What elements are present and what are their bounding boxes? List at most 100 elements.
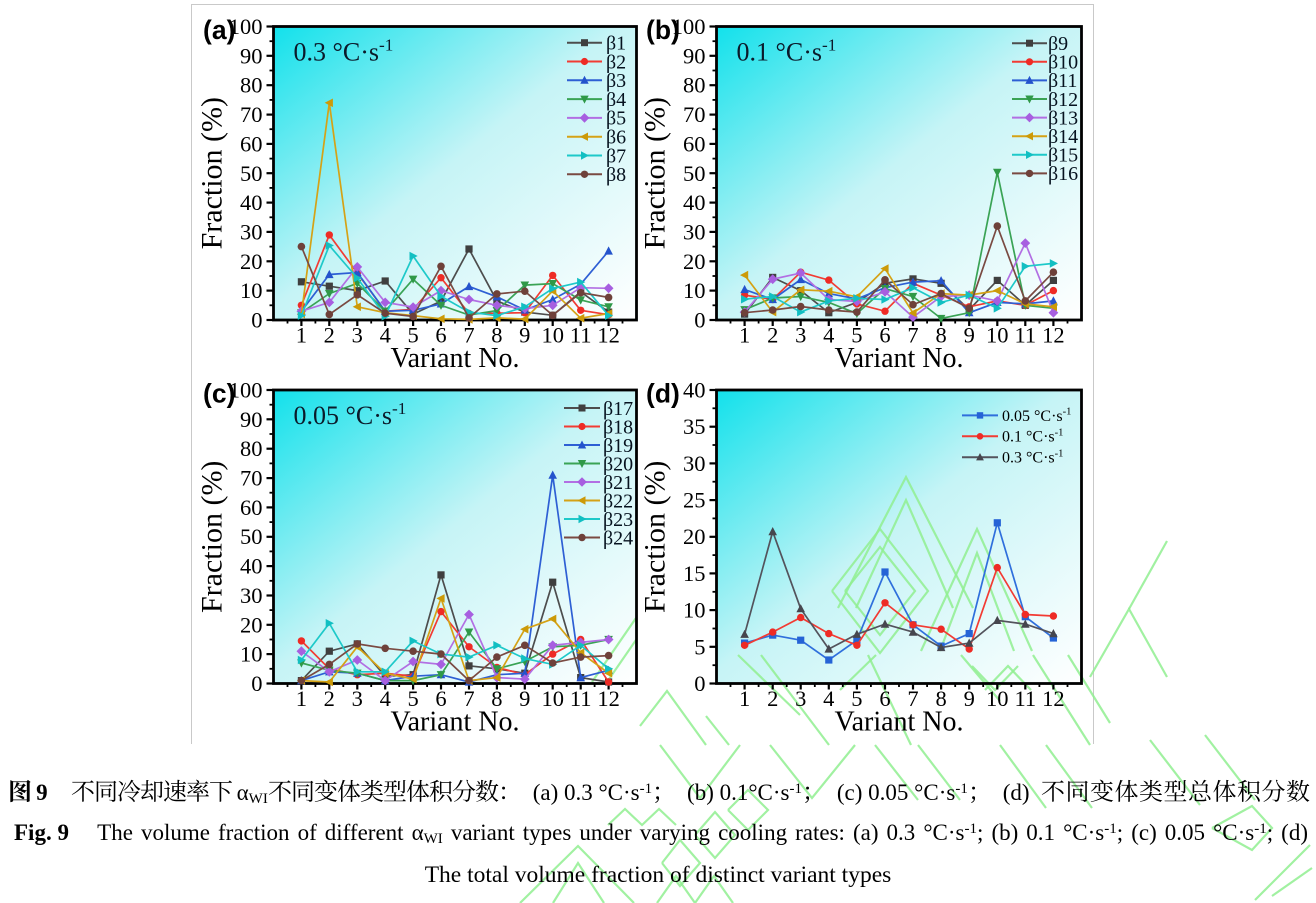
svg-text:β22: β22 [603,490,633,512]
svg-text:20: 20 [240,612,263,637]
svg-text:0.1 °C·s-1: 0.1 °C·s-1 [1002,428,1063,446]
svg-text:10: 10 [986,686,1009,711]
svg-text:30: 30 [240,583,263,608]
svg-text:β16: β16 [1048,163,1078,185]
svg-text:10: 10 [541,686,564,711]
svg-text:β21: β21 [603,472,633,494]
svg-text:10: 10 [683,278,706,303]
svg-text:0.3 °C·s-1: 0.3 °C·s-1 [294,36,394,67]
svg-text:3: 3 [795,686,806,711]
svg-text:0.3 °C·s-1: 0.3 °C·s-1 [1002,449,1063,467]
svg-text:5: 5 [694,634,705,659]
svg-text:0: 0 [251,308,262,333]
svg-text:2: 2 [324,686,335,711]
svg-text:80: 80 [240,436,263,461]
svg-text:70: 70 [240,102,263,127]
svg-text:30: 30 [240,219,263,244]
svg-text:1: 1 [296,323,307,348]
svg-text:3: 3 [352,686,363,711]
svg-text:100: 100 [229,14,263,39]
svg-text:7: 7 [907,686,918,711]
svg-text:100: 100 [672,14,706,39]
svg-text:60: 60 [240,131,263,156]
svg-text:10: 10 [240,642,263,667]
svg-text:1: 1 [739,686,750,711]
svg-text:β24: β24 [603,527,633,549]
svg-text:40: 40 [240,190,263,215]
svg-text:12: 12 [1042,686,1065,711]
svg-text:7: 7 [463,323,474,348]
svg-text:60: 60 [240,495,263,520]
svg-text:2: 2 [767,686,778,711]
svg-text:0.05 °C·s-1: 0.05 °C·s-1 [1002,407,1071,425]
svg-text:2: 2 [767,323,778,348]
svg-text:β10: β10 [1048,52,1078,74]
svg-text:(a): (a) [203,15,235,45]
svg-text:β18: β18 [603,416,633,438]
svg-text:5: 5 [407,686,418,711]
svg-text:40: 40 [240,554,263,579]
svg-text:β6: β6 [606,127,626,149]
svg-text:20: 20 [240,249,263,274]
svg-text:β9: β9 [1048,33,1068,55]
svg-text:30: 30 [683,219,706,244]
svg-text:(d): (d) [646,379,680,409]
svg-text:11: 11 [1014,323,1036,348]
svg-text:6: 6 [879,686,890,711]
svg-text:6: 6 [435,323,446,348]
svg-text:β1: β1 [606,33,626,55]
svg-text:4: 4 [823,686,834,711]
svg-text:11: 11 [570,686,592,711]
svg-text:6: 6 [879,323,890,348]
svg-text:9: 9 [964,686,975,711]
svg-text:10: 10 [986,323,1009,348]
svg-text:20: 20 [683,249,706,274]
svg-text:β5: β5 [606,108,626,130]
svg-text:9: 9 [519,686,530,711]
svg-text:80: 80 [240,73,263,98]
svg-text:4: 4 [380,323,391,348]
svg-text:7: 7 [463,686,474,711]
svg-text:0.1 °C·s-1: 0.1 °C·s-1 [737,36,837,67]
svg-text:1: 1 [296,686,307,711]
svg-text:β3: β3 [606,70,626,92]
svg-text:β2: β2 [606,51,626,73]
svg-text:8: 8 [491,686,502,711]
svg-text:0: 0 [251,671,262,696]
svg-text:β8: β8 [606,164,626,186]
svg-text:β4: β4 [606,89,626,111]
svg-text:40: 40 [683,378,706,403]
svg-text:8: 8 [491,323,502,348]
svg-text:5: 5 [851,686,862,711]
svg-text:Variant No.: Variant No. [834,343,963,374]
svg-text:3: 3 [795,323,806,348]
svg-text:12: 12 [597,323,620,348]
svg-text:11: 11 [1014,686,1036,711]
svg-text:β14: β14 [1048,126,1078,148]
svg-text:8: 8 [935,323,946,348]
svg-text:β17: β17 [603,398,633,420]
svg-text:50: 50 [240,161,263,186]
svg-text:10: 10 [240,278,263,303]
svg-text:2: 2 [324,323,335,348]
svg-text:Fraction (%): Fraction (%) [196,461,229,613]
svg-text:8: 8 [935,686,946,711]
svg-text:12: 12 [597,686,620,711]
svg-text:3: 3 [352,323,363,348]
svg-text:5: 5 [407,323,418,348]
svg-text:7: 7 [907,323,918,348]
svg-text:70: 70 [240,466,263,491]
svg-text:4: 4 [823,323,834,348]
svg-text:90: 90 [683,43,706,68]
svg-text:50: 50 [240,524,263,549]
svg-text:β7: β7 [606,145,626,167]
svg-text:40: 40 [683,190,706,215]
svg-text:β20: β20 [603,453,633,475]
svg-text:β19: β19 [603,435,633,457]
svg-text:15: 15 [683,561,706,586]
svg-text:(b): (b) [646,15,680,45]
svg-text:6: 6 [435,686,446,711]
svg-text:β13: β13 [1048,107,1078,129]
svg-text:30: 30 [683,451,706,476]
svg-text:(c): (c) [203,379,235,409]
